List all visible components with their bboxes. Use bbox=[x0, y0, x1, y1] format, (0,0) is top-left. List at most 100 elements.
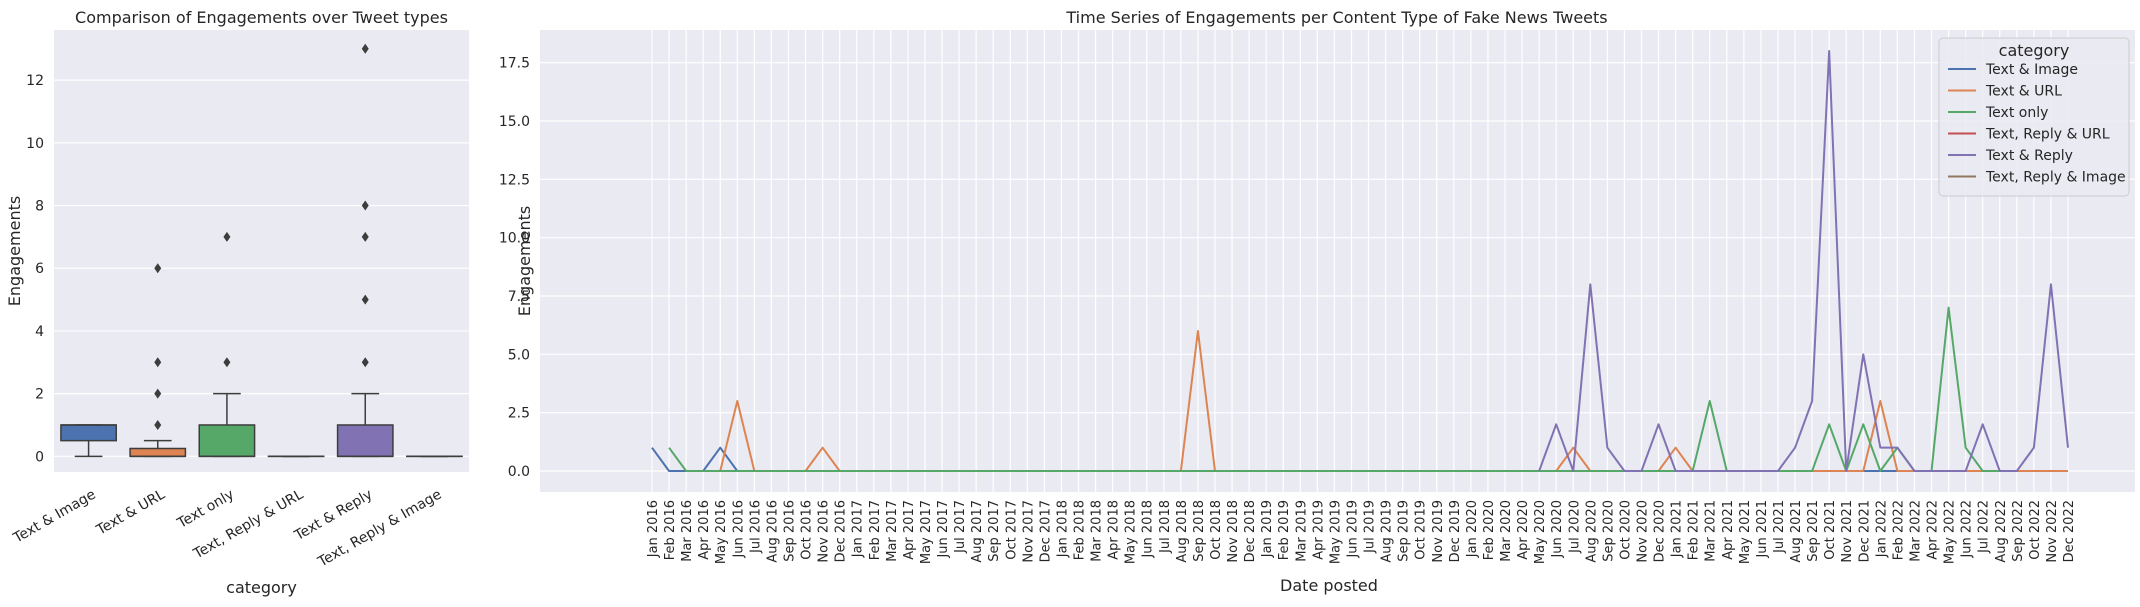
ts-x-tick-label: Feb 2018 bbox=[1073, 500, 1088, 560]
box-x-tick-label: Text, Reply & Image bbox=[315, 487, 445, 571]
ts-x-tick-label: Nov 2021 bbox=[1840, 500, 1855, 563]
ts-x-tick-label: Nov 2017 bbox=[1021, 500, 1036, 563]
ts-x-tick-label: Jun 2022 bbox=[1960, 500, 1975, 559]
ts-x-tick-label: Oct 2021 bbox=[1823, 500, 1838, 560]
ts-x-tick-label: Oct 2017 bbox=[1004, 500, 1019, 560]
ts-x-tick-label: May 2021 bbox=[1738, 500, 1753, 564]
ts-x-tick-label: Feb 2022 bbox=[1891, 500, 1906, 560]
ts-x-tick-label: May 2016 bbox=[714, 500, 729, 564]
ts-x-tick-label: Jul 2020 bbox=[1567, 500, 1582, 554]
ts-x-tick-label: Apr 2020 bbox=[1516, 500, 1531, 560]
box-plot-title: Comparison of Engagements over Tweet typ… bbox=[75, 8, 448, 27]
box-plot-area bbox=[54, 30, 469, 472]
box-x-tick-label: Text & Image bbox=[10, 487, 99, 547]
ts-x-tick-label: Jul 2017 bbox=[953, 500, 968, 554]
ts-x-tick-label: Jun 2020 bbox=[1550, 500, 1565, 559]
ts-x-tick-label: Aug 2018 bbox=[1175, 500, 1190, 563]
ts-x-tick-label: Nov 2022 bbox=[2045, 500, 2060, 563]
box-y-tick-label: 12 bbox=[26, 73, 44, 89]
time-series-area bbox=[540, 30, 2135, 492]
box-y-tick-label: 10 bbox=[26, 136, 44, 152]
box-x-tick-label: Text only bbox=[174, 487, 237, 533]
box-body bbox=[199, 425, 254, 456]
legend-label: Text & URL bbox=[1985, 84, 2062, 100]
ts-x-tick-label: Aug 2019 bbox=[1380, 500, 1395, 563]
box-body bbox=[130, 448, 185, 456]
ts-x-tick-label: Dec 2020 bbox=[1653, 500, 1668, 562]
ts-x-tick-label: Feb 2019 bbox=[1277, 500, 1292, 560]
ts-y-tick-label: 17.5 bbox=[499, 56, 530, 72]
ts-x-tick-label: Dec 2021 bbox=[1857, 500, 1872, 562]
legend: category Text & Image Text & URL Text only… bbox=[1939, 38, 2129, 196]
ts-x-tick-label: Jan 2021 bbox=[1670, 500, 1685, 558]
ts-x-tick-label: Apr 2019 bbox=[1311, 500, 1326, 560]
ts-x-tick-label: Feb 2017 bbox=[868, 500, 883, 560]
box-y-tick-label: 4 bbox=[35, 324, 44, 340]
ts-x-tick-label: Aug 2022 bbox=[1994, 500, 2009, 563]
ts-x-tick-label: Mar 2018 bbox=[1090, 500, 1105, 562]
ts-x-tick-label: Oct 2016 bbox=[800, 500, 815, 560]
ts-x-tick-label: Mar 2017 bbox=[885, 500, 900, 562]
ts-x-tick-label: Dec 2018 bbox=[1243, 500, 1258, 562]
box-y-tick-label: 6 bbox=[35, 261, 44, 277]
legend-label: Text, Reply & URL bbox=[1985, 127, 2110, 143]
ts-x-tick-label: May 2017 bbox=[919, 500, 934, 564]
box-body bbox=[61, 425, 116, 441]
legend-label: Text only bbox=[1985, 105, 2048, 121]
ts-x-tick-label: Dec 2022 bbox=[2062, 500, 2077, 562]
ts-x-tick-label: Jul 2018 bbox=[1158, 500, 1173, 554]
ts-x-tick-label: Jan 2022 bbox=[1874, 500, 1889, 558]
legend-label: Text & Reply bbox=[1985, 148, 2073, 164]
time-series-y-axis-label: Engagements bbox=[515, 206, 534, 316]
ts-x-tick-label: Dec 2017 bbox=[1038, 500, 1053, 562]
ts-x-tick-label: Aug 2017 bbox=[970, 500, 985, 563]
ts-x-tick-label: Jul 2021 bbox=[1772, 500, 1787, 554]
ts-x-tick-label: Apr 2016 bbox=[697, 500, 712, 560]
ts-x-tick-label: Jul 2022 bbox=[1977, 500, 1992, 554]
time-series-title: Time Series of Engagements per Content T… bbox=[1065, 8, 1607, 27]
ts-x-tick-label: Jun 2018 bbox=[1141, 500, 1156, 559]
legend-label: Text, Reply & Image bbox=[1985, 170, 2126, 186]
ts-x-tick-label: May 2022 bbox=[1943, 500, 1958, 564]
legend-label: Text & Image bbox=[1985, 62, 2078, 78]
time-series-x-axis-label: Date posted bbox=[1280, 576, 1378, 595]
ts-x-tick-label: Sep 2022 bbox=[2011, 500, 2026, 562]
ts-x-tick-label: Apr 2017 bbox=[902, 500, 917, 560]
ts-x-tick-label: Mar 2022 bbox=[1908, 500, 1923, 562]
legend-title: category bbox=[1999, 41, 2070, 60]
ts-x-tick-label: Sep 2021 bbox=[1806, 500, 1821, 562]
ts-x-tick-label: Aug 2020 bbox=[1584, 500, 1599, 563]
ts-x-tick-label: Mar 2019 bbox=[1294, 500, 1309, 562]
ts-x-tick-label: Jul 2016 bbox=[748, 500, 763, 554]
ts-x-tick-label: Jun 2019 bbox=[1345, 500, 1360, 559]
ts-x-tick-label: Feb 2016 bbox=[663, 500, 678, 560]
ts-x-tick-label: Mar 2016 bbox=[680, 500, 695, 562]
ts-x-tick-label: Jan 2016 bbox=[646, 500, 661, 558]
ts-x-tick-label: Sep 2017 bbox=[987, 500, 1002, 562]
ts-x-tick-label: Dec 2019 bbox=[1448, 500, 1463, 562]
ts-x-tick-label: Jun 2016 bbox=[731, 500, 746, 559]
ts-x-tick-label: Aug 2016 bbox=[765, 500, 780, 563]
box-body bbox=[338, 425, 393, 456]
ts-x-tick-label: Sep 2019 bbox=[1397, 500, 1412, 562]
ts-x-tick-label: Dec 2016 bbox=[834, 500, 849, 562]
ts-x-tick-label: Oct 2020 bbox=[1618, 500, 1633, 560]
ts-x-tick-label: Jan 2018 bbox=[1055, 500, 1070, 558]
ts-x-tick-label: Sep 2018 bbox=[1192, 500, 1207, 562]
ts-x-tick-label: Jun 2021 bbox=[1755, 500, 1770, 559]
ts-x-tick-label: Apr 2022 bbox=[1926, 500, 1941, 560]
ts-x-tick-label: Oct 2022 bbox=[2028, 500, 2043, 560]
ts-x-tick-label: May 2020 bbox=[1533, 500, 1548, 564]
ts-x-tick-label: Jan 2020 bbox=[1465, 500, 1480, 558]
ts-x-tick-label: Sep 2016 bbox=[782, 500, 797, 562]
ts-x-tick-label: Mar 2021 bbox=[1704, 500, 1719, 562]
ts-x-tick-label: Nov 2020 bbox=[1635, 500, 1650, 563]
ts-x-tick-label: Apr 2018 bbox=[1107, 500, 1122, 560]
